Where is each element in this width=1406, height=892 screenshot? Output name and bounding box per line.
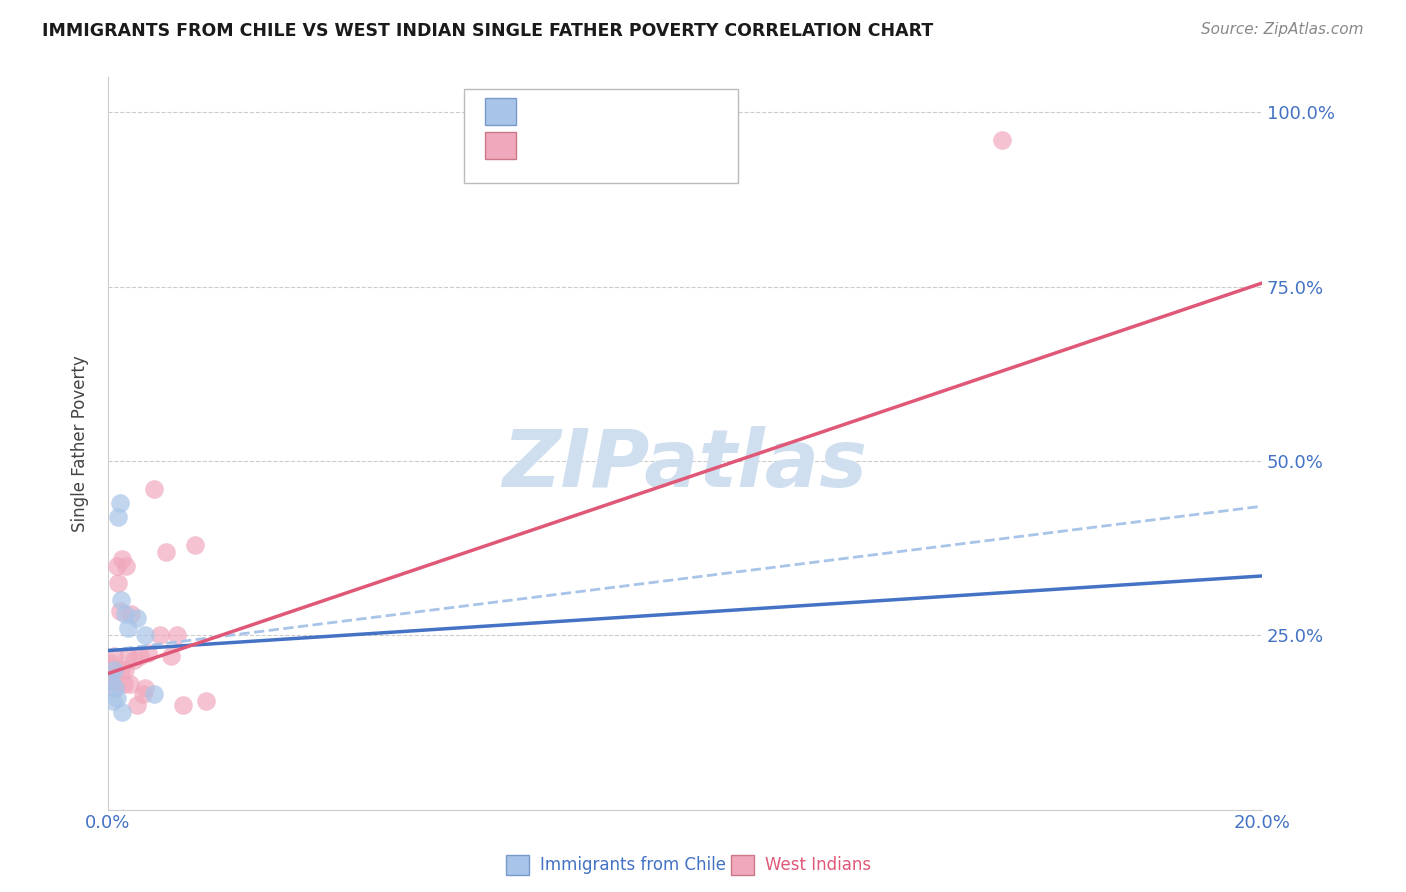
Point <box>103 649 125 664</box>
Point <box>125 611 148 625</box>
Point <box>108 604 131 618</box>
Point <box>155 544 177 558</box>
Point <box>105 558 128 573</box>
Point <box>125 698 148 712</box>
Point <box>122 652 145 666</box>
Point <box>134 681 156 695</box>
Point <box>160 649 183 664</box>
Point <box>105 690 128 705</box>
Point <box>120 607 142 622</box>
Point <box>117 621 139 635</box>
Point <box>98 666 121 681</box>
Y-axis label: Single Father Poverty: Single Father Poverty <box>72 355 89 532</box>
Point <box>100 656 122 670</box>
Point <box>107 576 129 591</box>
Point <box>112 677 135 691</box>
Point <box>107 509 129 524</box>
Point <box>110 593 132 607</box>
Point <box>118 677 141 691</box>
Point <box>110 663 132 677</box>
Point <box>991 133 1014 147</box>
Point <box>128 649 150 664</box>
Point <box>114 607 136 622</box>
Point <box>195 694 218 708</box>
Point <box>183 538 205 552</box>
Text: IMMIGRANTS FROM CHILE VS WEST INDIAN SINGLE FATHER POVERTY CORRELATION CHART: IMMIGRANTS FROM CHILE VS WEST INDIAN SIN… <box>42 22 934 40</box>
Point <box>117 649 139 664</box>
Text: West Indians: West Indians <box>765 856 870 874</box>
Point <box>104 681 127 695</box>
Point <box>111 705 134 719</box>
Point <box>143 688 166 702</box>
Text: ZIPatlas: ZIPatlas <box>502 426 868 505</box>
Point <box>100 673 122 688</box>
Text: R = 0.615   N = 31: R = 0.615 N = 31 <box>530 136 700 154</box>
Point <box>111 551 134 566</box>
Point <box>115 558 138 573</box>
Text: Immigrants from Chile: Immigrants from Chile <box>540 856 725 874</box>
Point <box>143 482 166 496</box>
Point <box>138 646 160 660</box>
Point <box>101 673 124 688</box>
Point <box>134 628 156 642</box>
Point <box>149 628 172 642</box>
Point <box>104 681 127 695</box>
Point <box>166 628 188 642</box>
Text: R = 0.173   N = 14: R = 0.173 N = 14 <box>530 103 700 120</box>
Text: Source: ZipAtlas.com: Source: ZipAtlas.com <box>1201 22 1364 37</box>
Point <box>172 698 194 712</box>
Point <box>131 688 153 702</box>
Point <box>108 496 131 510</box>
Point <box>101 694 124 708</box>
Point <box>103 663 125 677</box>
Point <box>114 663 136 677</box>
